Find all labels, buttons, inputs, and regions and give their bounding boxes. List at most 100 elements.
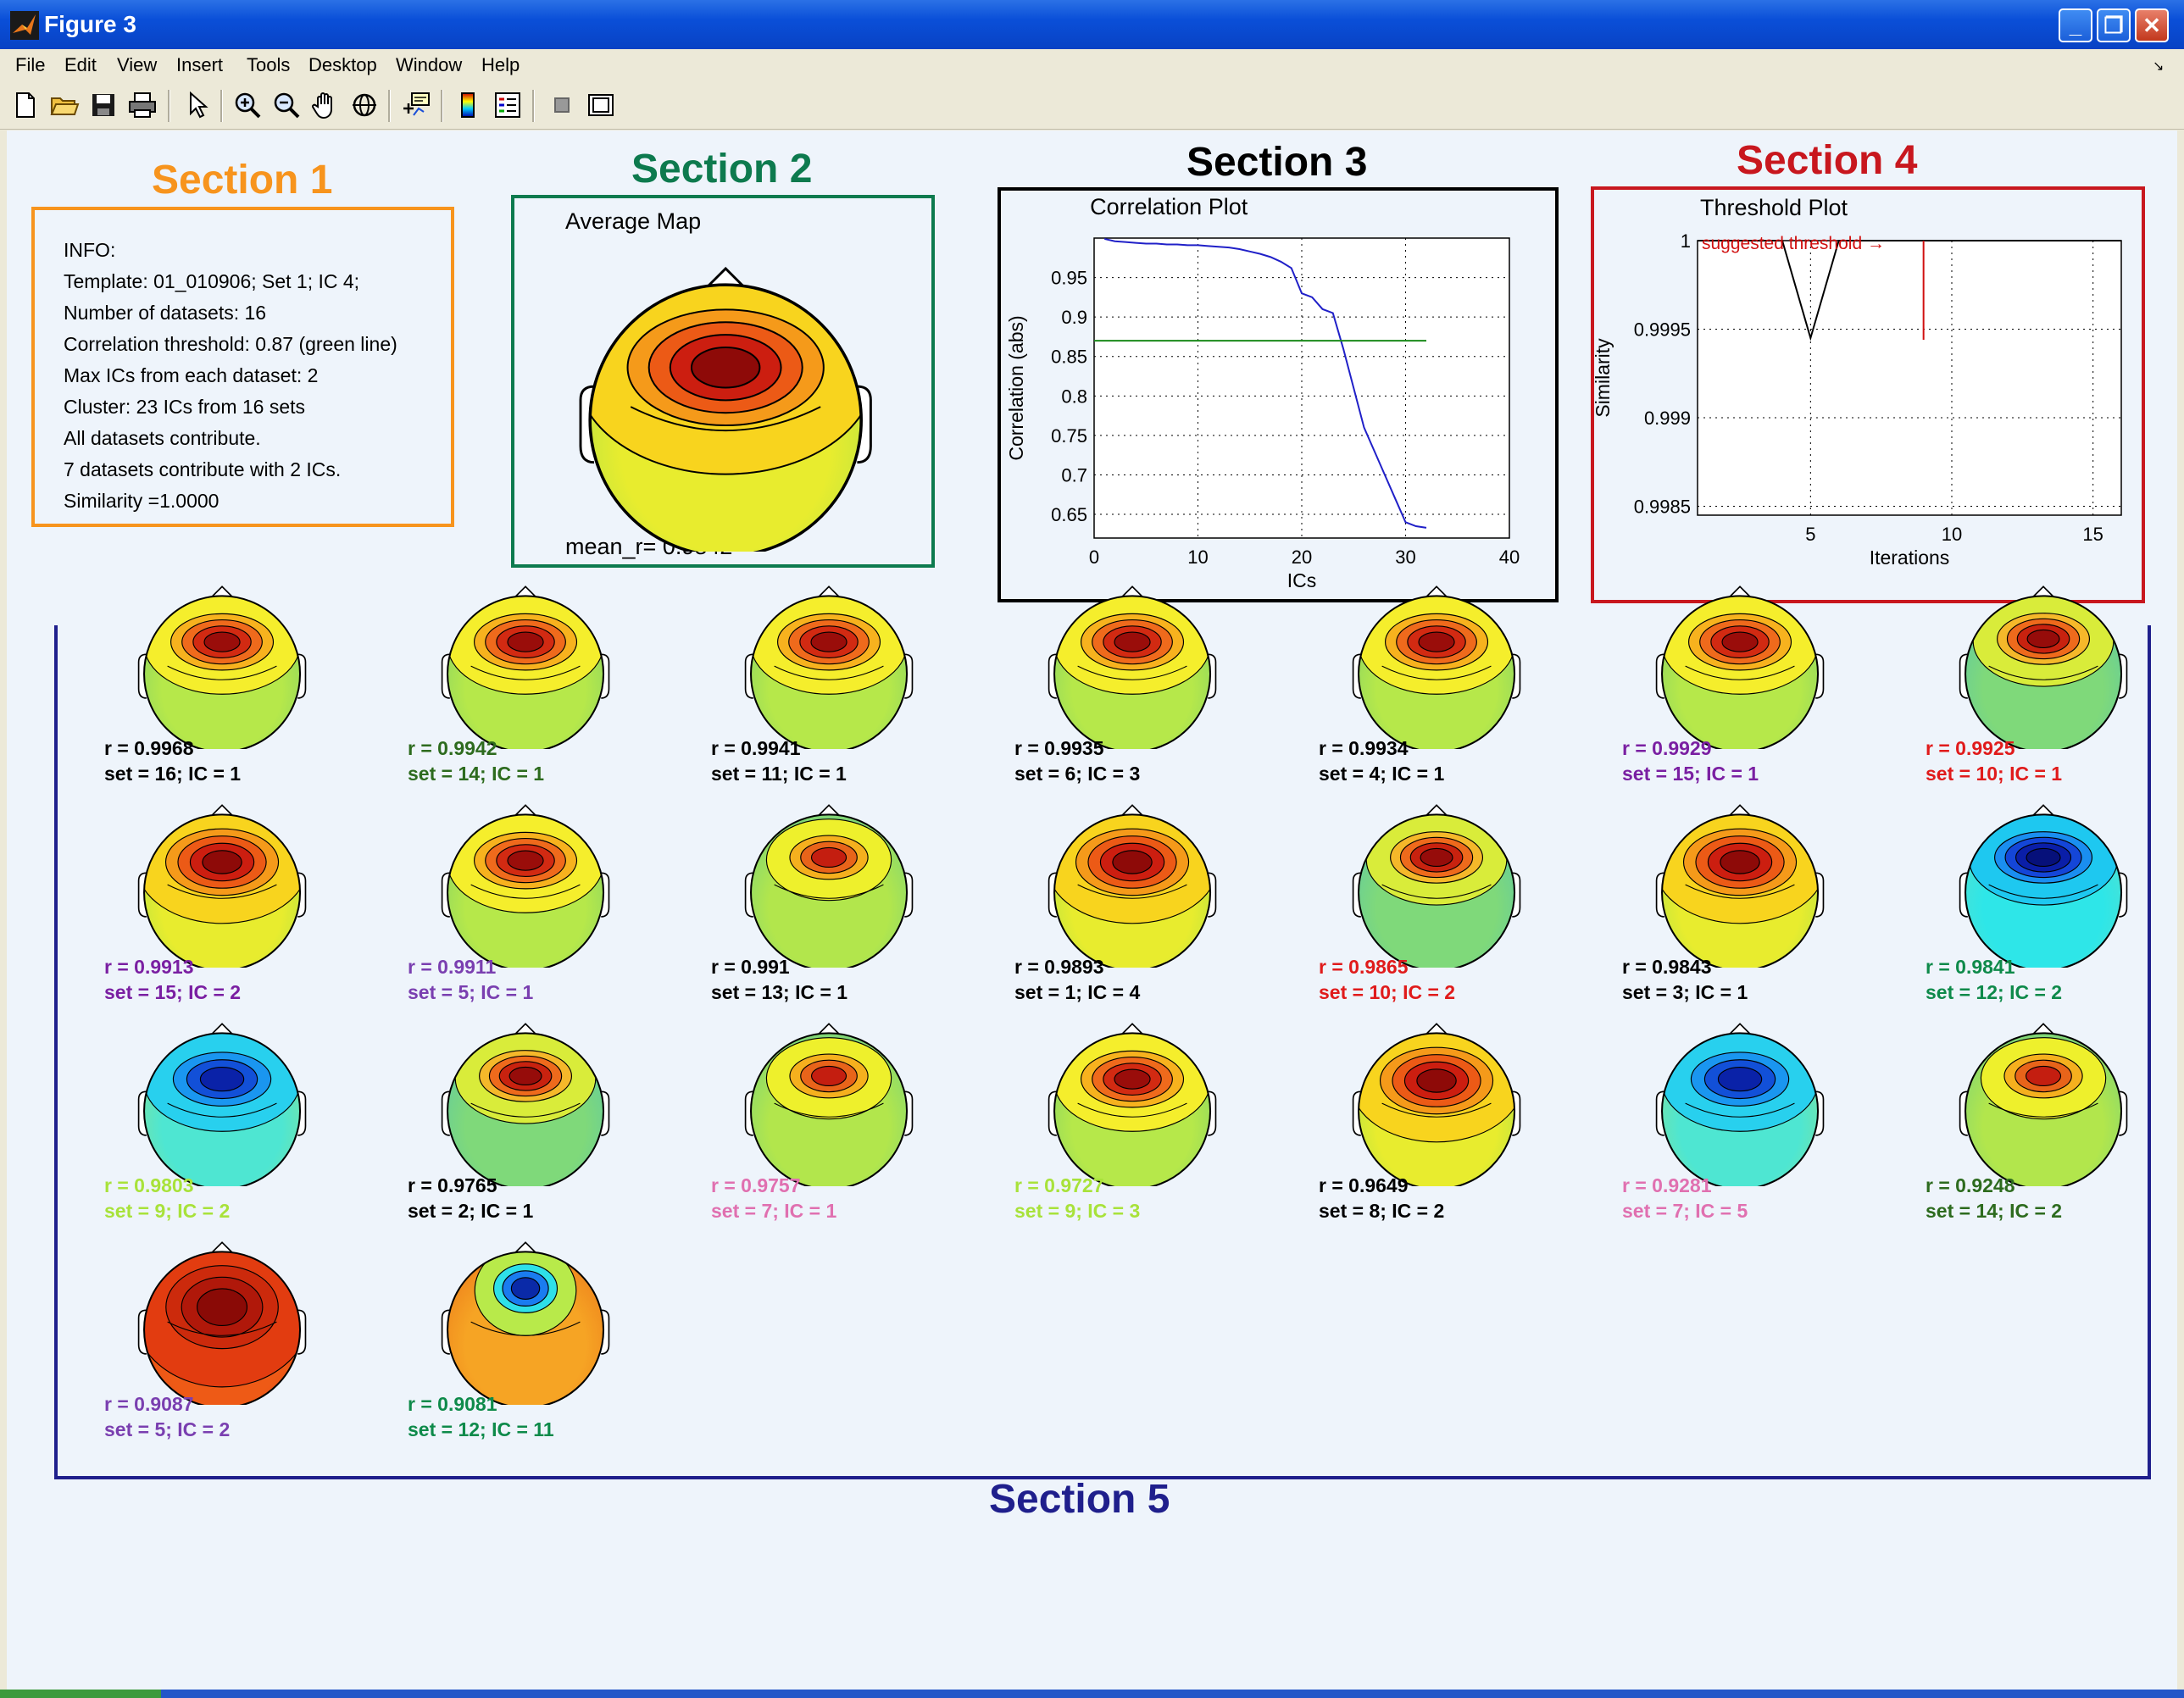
- topoplot-set-label: set = 12; IC = 2: [1926, 981, 2063, 1003]
- topoplot-item[interactable]: r = 0.9941 set = 11; IC = 1: [711, 578, 991, 790]
- average-map-title: Average Map: [565, 208, 702, 234]
- topoplot-item[interactable]: r = 0.9281 set = 7; IC = 5: [1622, 1015, 1902, 1227]
- restore-button[interactable]: ❐: [2097, 8, 2131, 42]
- topoplot-r-value: r = 0.9248: [1926, 1174, 2015, 1196]
- topoplot-head: [441, 1023, 610, 1187]
- toolbar-separator: [441, 90, 443, 122]
- average-map-panel: Average Map mean_r= 0.9842: [511, 195, 935, 568]
- menu-insert[interactable]: Insert: [176, 54, 224, 75]
- topoplot-set-label: set = 5; IC = 2: [104, 1418, 231, 1440]
- y-tick-label: 0.8: [1061, 386, 1087, 407]
- topoplot-head: [441, 585, 610, 750]
- topoplot-item[interactable]: r = 0.9248 set = 14; IC = 2: [1926, 1015, 2184, 1227]
- topoplot-item[interactable]: r = 0.9803 set = 9; IC = 2: [104, 1015, 384, 1227]
- hide-plot-tools-icon[interactable]: [547, 90, 577, 120]
- section-4-title: Section 4: [1737, 138, 1918, 183]
- colorbar-icon[interactable]: [453, 90, 484, 120]
- topoplot-item[interactable]: r = 0.9765 set = 2; IC = 1: [408, 1015, 687, 1227]
- dock-arrow-icon[interactable]: ↘: [2153, 59, 2165, 74]
- topoplot-item[interactable]: r = 0.9087 set = 5; IC = 2: [104, 1234, 384, 1446]
- y-tick-label: 0.95: [1051, 268, 1087, 289]
- topoplot-item[interactable]: r = 0.9843 set = 3; IC = 1: [1622, 796, 1902, 1008]
- topoplot-set-label: set = 14; IC = 2: [1926, 1200, 2063, 1222]
- menu-tools[interactable]: Tools: [247, 54, 291, 75]
- start-button-edge[interactable]: [0, 1690, 161, 1698]
- save-icon[interactable]: [88, 90, 119, 120]
- legend-icon[interactable]: [492, 90, 523, 120]
- topoplot-item[interactable]: r = 0.9925 set = 10; IC = 1: [1926, 578, 2184, 790]
- topoplot-item[interactable]: r = 0.9929 set = 15; IC = 1: [1622, 578, 1902, 790]
- topoplot-head-average: [579, 266, 872, 558]
- open-folder-icon[interactable]: [49, 90, 80, 120]
- data-cursor-icon[interactable]: [400, 90, 431, 120]
- print-icon[interactable]: [127, 90, 158, 120]
- topoplot-item[interactable]: r = 0.9942 set = 14; IC = 1: [408, 578, 687, 790]
- pointer-icon[interactable]: [181, 90, 212, 120]
- info-line: Template: 01_010906; Set 1; IC 4;: [64, 270, 360, 292]
- topoplot-item[interactable]: r = 0.9935 set = 6; IC = 3: [1014, 578, 1294, 790]
- topoplot-r-value: r = 0.9649: [1319, 1174, 1409, 1196]
- topoplot-item[interactable]: r = 0.9757 set = 7; IC = 1: [711, 1015, 991, 1227]
- topoplot-set-label: set = 1; IC = 4: [1014, 981, 1141, 1003]
- correlation-plot-chart: Correlation Plot 0 10 20 30 40 0.95 0.9 0.85 0.8 0…: [1005, 194, 1520, 591]
- menu-desktop[interactable]: Desktop: [308, 54, 377, 75]
- section-2-title: Section 2: [631, 147, 813, 191]
- topoplot-item[interactable]: r = 0.9911 set = 5; IC = 1: [408, 796, 687, 1008]
- title-bar[interactable]: Figure 3 _ ❐ ✕: [0, 0, 2184, 49]
- window-title: Figure 3: [44, 11, 136, 37]
- topoplot-head: [1959, 585, 2128, 750]
- topoplot-item[interactable]: r = 0.9865 set = 10; IC = 2: [1319, 796, 1598, 1008]
- topoplot-set-label: set = 6; IC = 3: [1014, 763, 1141, 785]
- topoplot-head: [137, 585, 307, 750]
- menu-help[interactable]: Help: [481, 54, 520, 75]
- topoplot-item[interactable]: r = 0.991 set = 13; IC = 1: [711, 796, 991, 1008]
- correlation-plot-panel: Correlation Plot 0 10 20 30 40 0.95 0.9 0.85 0.8 0…: [998, 187, 1559, 602]
- x-tick-label: 40: [1499, 547, 1520, 568]
- topoplot-head: [744, 585, 914, 750]
- topoplot-r-value: r = 0.9757: [711, 1174, 801, 1196]
- y-tick-label: 0.75: [1051, 425, 1087, 447]
- y-tick-label: 0.65: [1051, 504, 1087, 525]
- topoplot-item[interactable]: r = 0.9081 set = 12; IC = 11: [408, 1234, 687, 1446]
- topoplot-item[interactable]: r = 0.9727 set = 9; IC = 3: [1014, 1015, 1294, 1227]
- topoplot-item[interactable]: r = 0.9893 set = 1; IC = 4: [1014, 796, 1294, 1008]
- taskbar-strip: [0, 1690, 2184, 1698]
- show-plot-tools-icon[interactable]: [586, 90, 616, 120]
- close-button[interactable]: ✕: [2135, 8, 2169, 42]
- zoom-in-icon[interactable]: [232, 90, 263, 120]
- topoplot-set-label: set = 14; IC = 1: [408, 763, 545, 785]
- zoom-out-icon[interactable]: [271, 90, 302, 120]
- menu-file[interactable]: File: [15, 54, 46, 75]
- topoplot-set-label: set = 11; IC = 1: [711, 763, 847, 785]
- y-tick-label: 0.9: [1061, 307, 1087, 328]
- topoplot-set-label: set = 9; IC = 2: [104, 1200, 231, 1222]
- topoplot-item[interactable]: r = 0.9841 set = 12; IC = 2: [1926, 796, 2184, 1008]
- pan-hand-icon[interactable]: [310, 90, 341, 120]
- x-tick-label: 5: [1805, 524, 1815, 545]
- new-file-icon[interactable]: [10, 90, 41, 120]
- average-topoplot: [574, 253, 877, 558]
- topoplot-item[interactable]: r = 0.9649 set = 8; IC = 2: [1319, 1015, 1598, 1227]
- x-tick-label: 20: [1292, 547, 1312, 568]
- menu-edit[interactable]: Edit: [64, 54, 97, 75]
- info-line: Similarity =1.0000: [64, 490, 220, 512]
- topoplot-r-value: r = 0.9081: [408, 1393, 497, 1415]
- menu-view[interactable]: View: [117, 54, 158, 75]
- topoplot-r-value: r = 0.9929: [1622, 737, 1712, 759]
- info-line: 7 datasets contribute with 2 ICs.: [64, 458, 342, 480]
- topoplot-head: [137, 804, 307, 968]
- chart-title: Correlation Plot: [1090, 194, 1248, 219]
- minimize-button[interactable]: _: [2059, 8, 2092, 42]
- topoplot-head: [441, 804, 610, 968]
- menu-window[interactable]: Window: [396, 54, 463, 75]
- topoplot-set-label: set = 8; IC = 2: [1319, 1200, 1445, 1222]
- topoplot-r-value: r = 0.9841: [1926, 956, 2015, 978]
- topoplot-r-value: r = 0.9803: [104, 1174, 194, 1196]
- topoplot-head: [137, 1023, 307, 1187]
- rotate-3d-icon[interactable]: [349, 90, 380, 120]
- topoplot-item[interactable]: r = 0.9968 set = 16; IC = 1: [104, 578, 384, 790]
- topoplot-item[interactable]: r = 0.9913 set = 15; IC = 2: [104, 796, 384, 1008]
- topoplot-head: [137, 1241, 307, 1406]
- topoplot-r-value: r = 0.9935: [1014, 737, 1104, 759]
- topoplot-item[interactable]: r = 0.9934 set = 4; IC = 1: [1319, 578, 1598, 790]
